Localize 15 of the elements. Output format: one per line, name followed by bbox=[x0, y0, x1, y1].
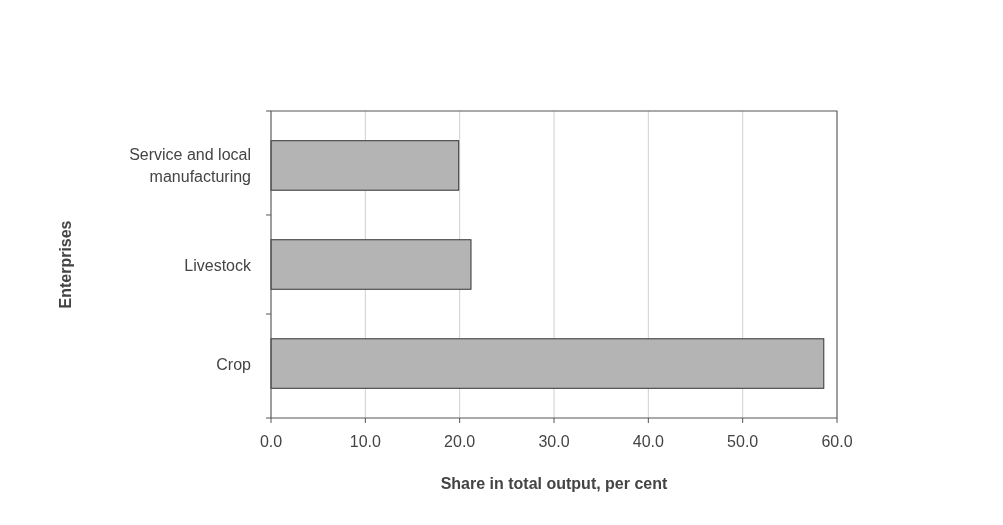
x-tick-label: 40.0 bbox=[632, 433, 665, 450]
x-tick-label: 20.0 bbox=[444, 433, 476, 450]
x-tick-label: 50.0 bbox=[727, 433, 759, 450]
y-tick-label: Livestock bbox=[184, 256, 252, 274]
x-tick-label: 0.0 bbox=[259, 433, 283, 450]
bar bbox=[270, 140, 460, 191]
x-axis-title: Share in total output, per cent bbox=[440, 475, 669, 492]
y-tick-label: Service and local manufacturing bbox=[129, 146, 251, 186]
x-tick-label: 60.0 bbox=[821, 433, 853, 450]
bar bbox=[270, 239, 472, 290]
x-tick-label: 10.0 bbox=[349, 433, 382, 450]
y-axis-title: Enterprises bbox=[57, 220, 74, 309]
bar bbox=[270, 338, 825, 389]
y-tick-label: Crop bbox=[216, 355, 252, 373]
x-tick-label: 30.0 bbox=[538, 433, 570, 450]
